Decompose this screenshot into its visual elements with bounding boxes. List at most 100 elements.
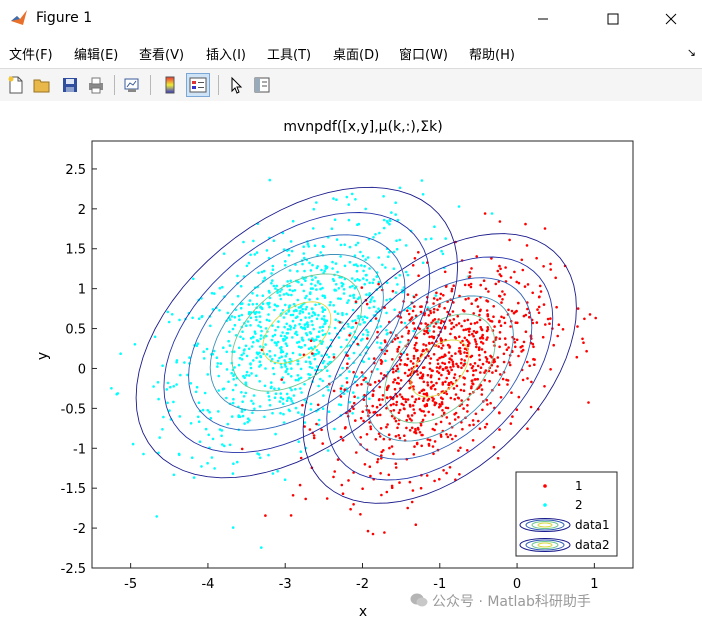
scatter-point [203, 391, 207, 395]
scatter-point [396, 367, 400, 371]
scatter-point [456, 314, 460, 318]
menu-edit[interactable]: 编辑(E) [74, 48, 119, 63]
scatter-point [427, 444, 431, 447]
scatter-point [408, 386, 411, 390]
scatter-point [230, 371, 233, 375]
scatter-point [215, 356, 219, 360]
scatter-point [588, 313, 592, 316]
scatter-point [211, 437, 215, 441]
save-button[interactable] [58, 73, 82, 97]
scatter-point [325, 497, 329, 500]
scatter-point [321, 310, 325, 314]
scatter-point [521, 268, 525, 272]
scatter-point [431, 413, 435, 416]
menu-view[interactable]: 查看(V) [139, 48, 185, 63]
open-file-button[interactable] [30, 73, 54, 97]
scatter-point [283, 359, 286, 362]
scatter-point [265, 249, 269, 252]
scatter-point [287, 310, 290, 313]
scatter-point [274, 287, 277, 290]
menu-file[interactable]: 文件(F) [9, 48, 53, 63]
scatter-point [217, 410, 220, 413]
scatter-point [515, 338, 519, 342]
scatter-point [259, 306, 262, 309]
property-inspector-button[interactable] [250, 73, 274, 97]
scatter-point [366, 333, 370, 337]
scatter-point [322, 315, 326, 318]
scatter-point [489, 354, 492, 358]
menu-insert[interactable]: 插入(I) [206, 48, 246, 63]
edit-plot-button[interactable] [224, 73, 248, 97]
scatter-point [433, 388, 437, 391]
scatter-point [378, 346, 382, 349]
scatter-point [504, 343, 508, 346]
scatter-point [348, 260, 352, 264]
menu-help[interactable]: 帮助(H) [469, 48, 515, 63]
scatter-point [294, 378, 298, 382]
legend[interactable]: 1 2 data1 data2 [515, 471, 618, 557]
scatter-point [288, 284, 292, 288]
scatter-point [365, 278, 369, 282]
minimize-button[interactable] [520, 0, 566, 38]
scatter-point [388, 219, 392, 223]
maximize-button[interactable] [590, 0, 636, 38]
scatter-point [323, 269, 326, 273]
matlab-icon [11, 10, 27, 25]
scatter-point [413, 445, 416, 448]
scatter-point [238, 356, 242, 360]
contour-line-data2 [209, 253, 384, 412]
plot-canvas[interactable]: mvnpdf([x,y],μ(k,:),Σk) -5 -4 -3 -2 -1 0 1 -2.5… [0, 101, 702, 628]
scatter-point [485, 360, 489, 363]
scatter-point [498, 220, 502, 223]
scatter-point [321, 286, 324, 290]
scatter-point [192, 476, 196, 479]
scatter-point [455, 323, 458, 327]
scatter-point [200, 314, 204, 318]
scatter-point [157, 451, 160, 455]
menu-desktop[interactable]: 桌面(D) [333, 48, 380, 63]
close-button[interactable] [648, 0, 694, 38]
scatter-point [394, 419, 398, 423]
scatter-point [471, 382, 475, 386]
scatter-point [313, 244, 317, 247]
scatter-point [439, 321, 443, 325]
menu-window[interactable]: 窗口(W) [399, 48, 448, 63]
scatter-point [407, 329, 411, 333]
scatter-point [249, 362, 252, 365]
scatter-point [240, 313, 244, 317]
scatter-point [244, 344, 248, 348]
scatter-point [342, 392, 346, 396]
scatter-point [242, 349, 246, 352]
new-figure-button[interactable] [4, 73, 28, 97]
insert-colorbar-button[interactable] [158, 73, 182, 97]
link-plot-button[interactable] [120, 73, 144, 97]
scatter-point [198, 440, 202, 444]
scatter-point [272, 239, 276, 242]
contour-line-data1 [384, 313, 496, 424]
scatter-point [341, 311, 344, 315]
scatter-point [467, 283, 471, 287]
scatter-point [379, 372, 383, 375]
scatter-point [436, 298, 439, 302]
scatter-point [496, 457, 500, 460]
dock-arrow-icon[interactable]: ↘ [686, 46, 696, 59]
scatter-point [257, 324, 260, 327]
scatter-point [461, 309, 465, 312]
scatter-point [537, 311, 541, 315]
scatter-point [475, 345, 478, 349]
scatter-point [462, 328, 466, 332]
scatter-point [371, 296, 374, 299]
scatter-point [460, 358, 463, 361]
scatter-point [334, 262, 338, 265]
scatter-point [368, 281, 372, 285]
menu-tools[interactable]: 工具(T) [267, 48, 312, 63]
print-button[interactable] [84, 73, 108, 97]
scatter-point [341, 492, 345, 496]
scatter-point [483, 425, 487, 429]
y-tick-label: -0.5 [61, 402, 86, 417]
insert-legend-button[interactable] [186, 73, 210, 97]
scatter-point [303, 421, 307, 424]
scatter-point [396, 350, 399, 353]
scatter-point [549, 317, 552, 320]
scatter-point [314, 368, 317, 372]
